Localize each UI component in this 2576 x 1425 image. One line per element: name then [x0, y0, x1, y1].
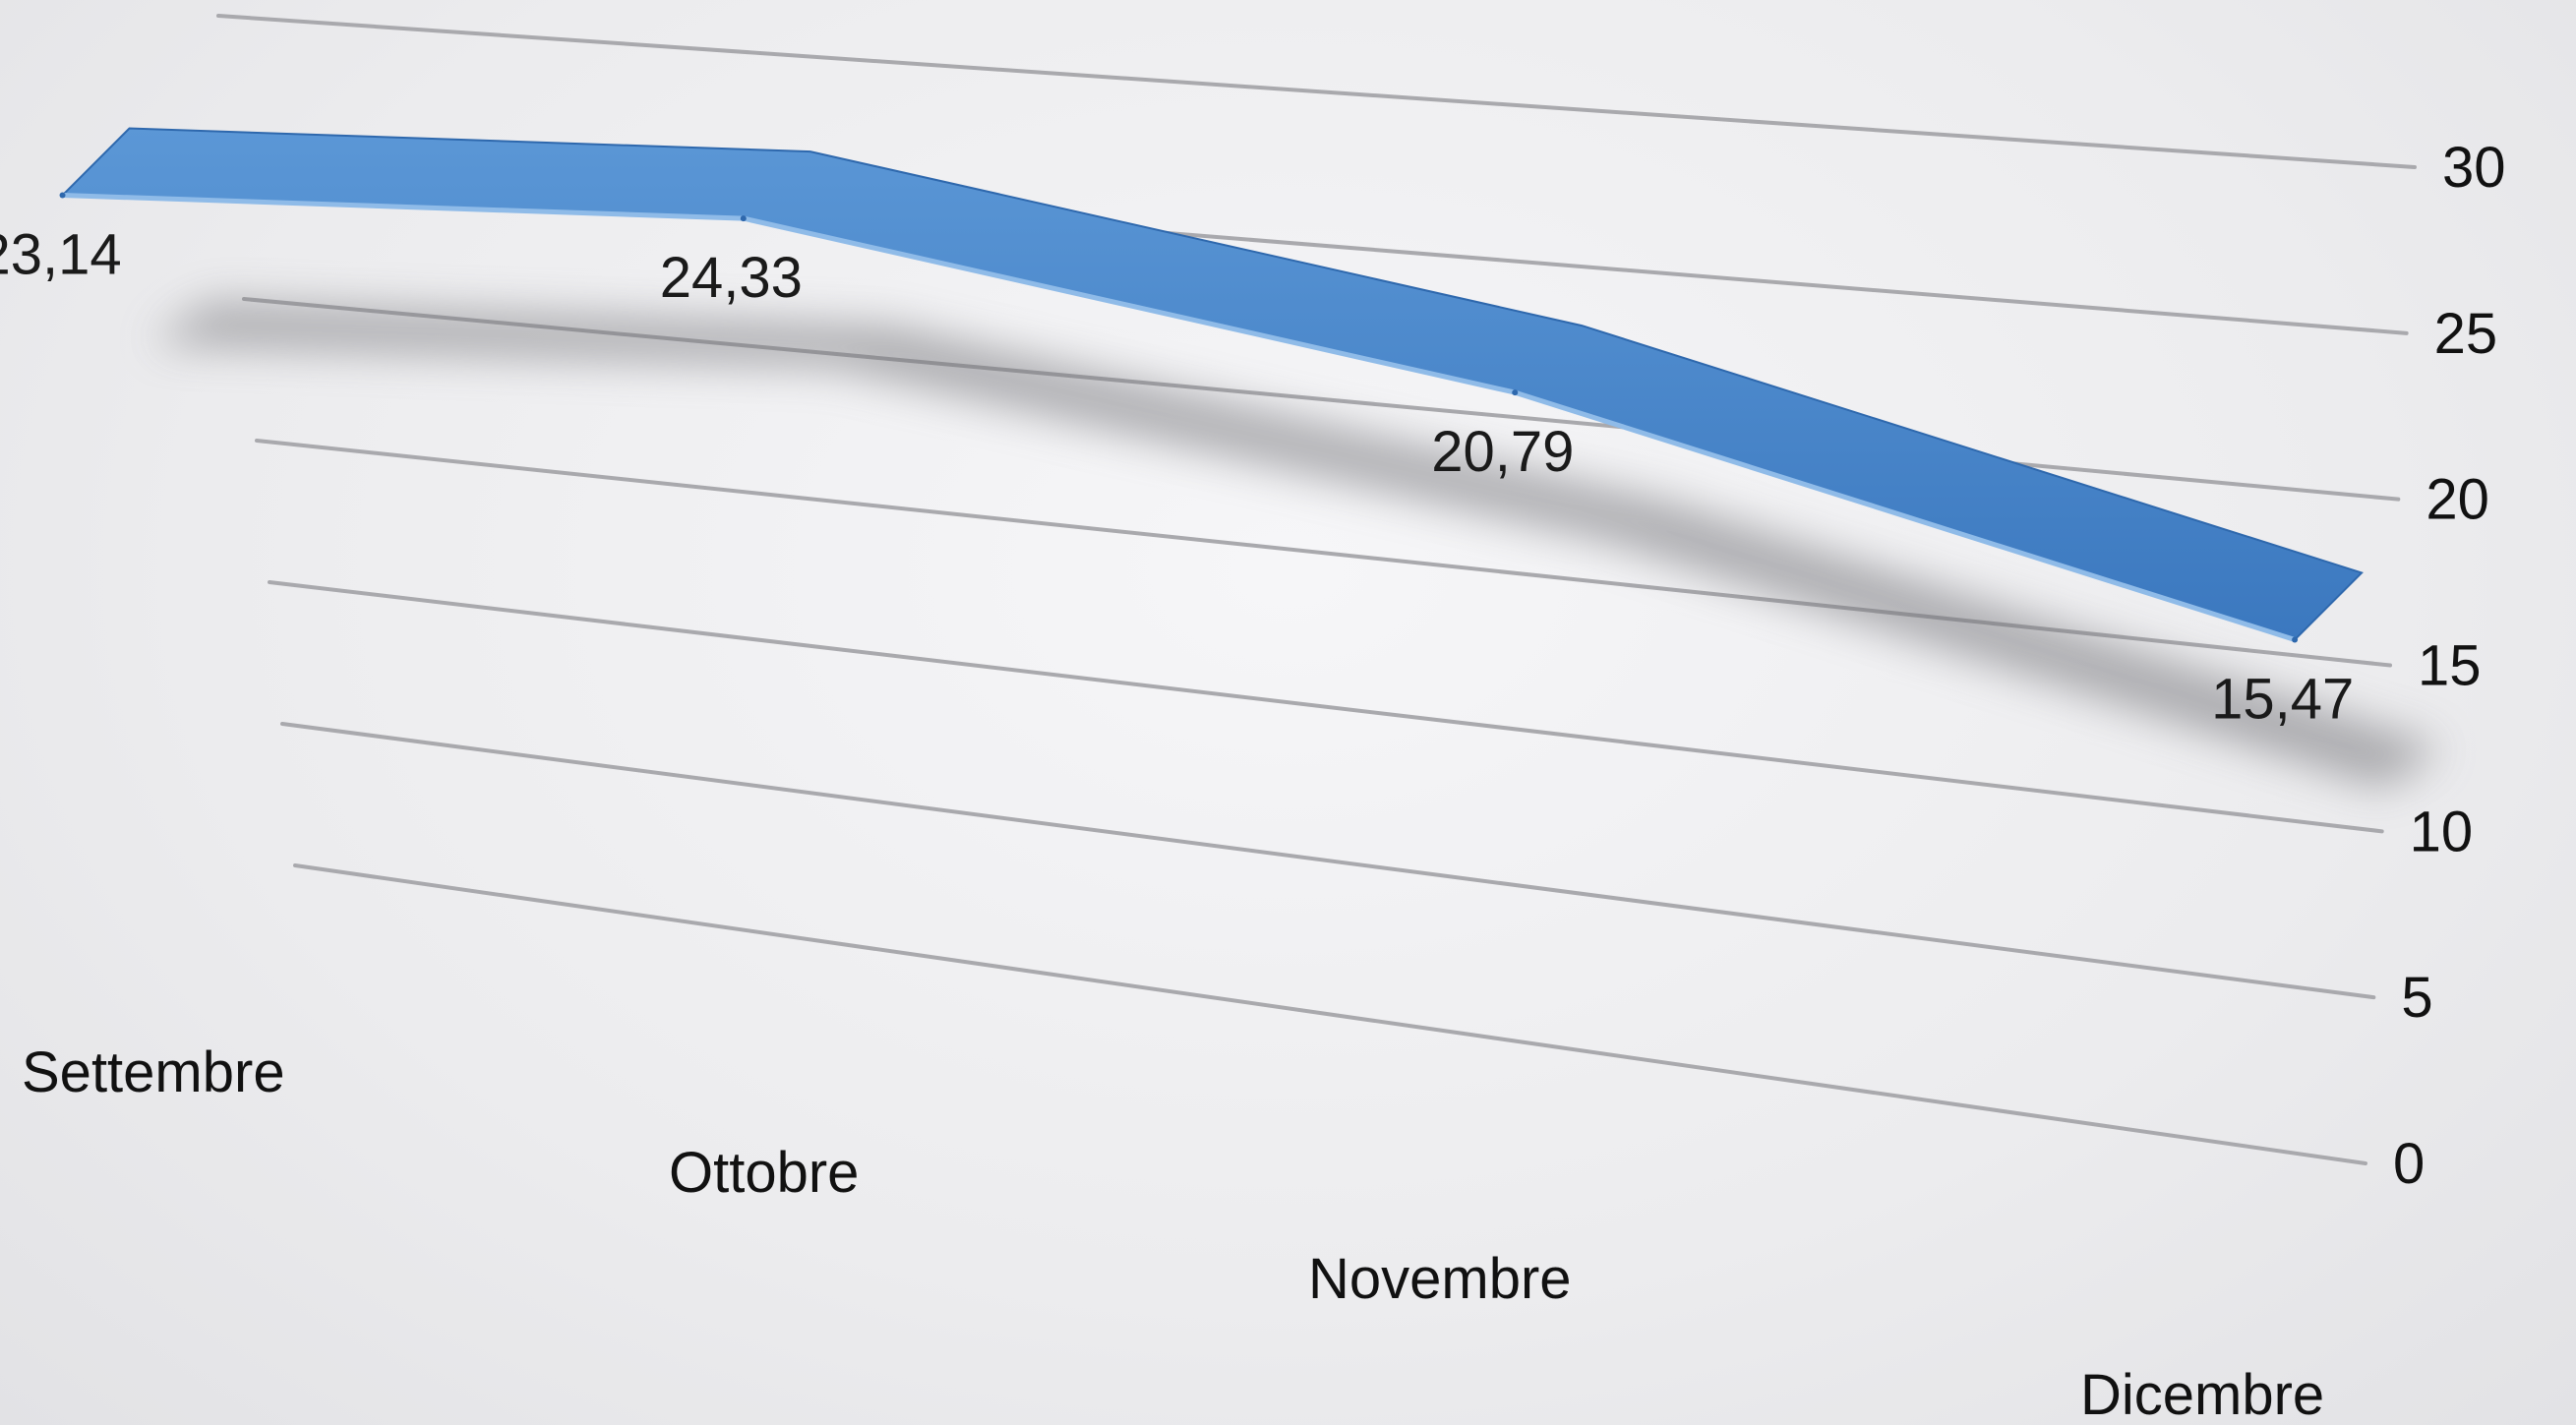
category-label: Settembre	[22, 1040, 285, 1104]
data-point	[59, 192, 66, 199]
y-tick-label: 10	[2410, 800, 2474, 863]
series-line	[62, 193, 2296, 642]
data-point	[2292, 636, 2299, 643]
category-label: Ottobre	[669, 1141, 859, 1205]
data-label: 20,79	[1431, 420, 1574, 484]
data-label: 24,33	[660, 246, 803, 310]
category-label: Novembre	[1308, 1247, 1572, 1311]
y-tick-label: 20	[2426, 468, 2489, 532]
gridline-30	[216, 14, 2417, 169]
category-label: Dicembre	[2080, 1363, 2324, 1425]
data-point	[1512, 389, 1519, 396]
data-label: 23,14	[0, 223, 122, 287]
data-point	[740, 215, 747, 222]
y-tick-label: 5	[2401, 966, 2432, 1030]
data-label: 15,47	[2211, 667, 2354, 731]
y-tick-label: 30	[2442, 136, 2506, 200]
y-tick-label: 25	[2434, 302, 2498, 366]
gridline-10	[268, 580, 2384, 834]
series-ribbon	[59, 127, 2364, 643]
labels: 0 5 10 15 20 25 30 23,14 24,33 20,79 15,47 Settembr…	[0, 136, 2506, 1425]
y-tick-label: 0	[2393, 1132, 2425, 1196]
gridline-0	[293, 863, 2367, 1165]
gridline-5	[280, 722, 2376, 1000]
y-tick-label: 15	[2418, 634, 2482, 698]
